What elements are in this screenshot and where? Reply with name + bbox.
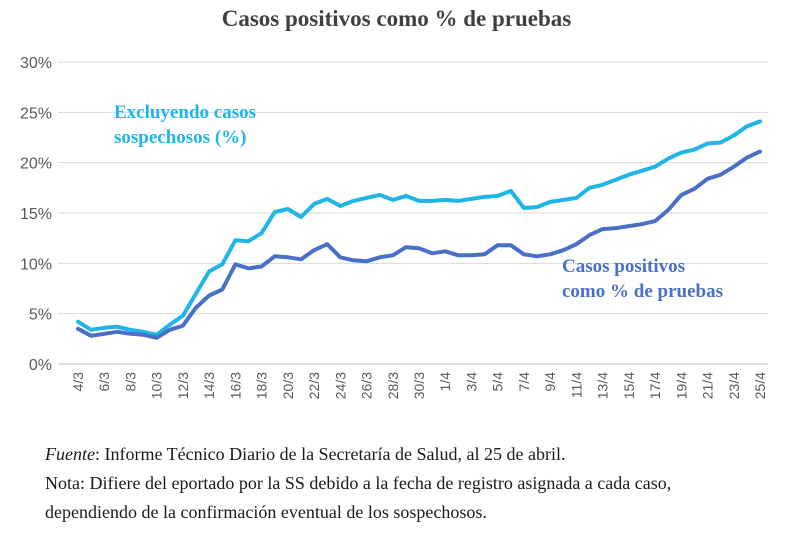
x-tick-label: 4/3 [70,372,86,392]
x-tick-label: 30/3 [411,372,427,399]
y-tick-label: 25% [20,105,52,122]
note-line-1: Nota: Difiere del eportado por la SS deb… [45,473,672,493]
x-tick-label: 9/4 [542,372,558,392]
note-line-2: dependiendo de la confirmación eventual … [45,502,487,522]
x-tick-label: 14/3 [201,372,217,399]
x-tick-label: 23/4 [726,372,742,399]
x-tick-label: 19/4 [673,372,689,399]
y-tick-label: 0% [29,357,52,374]
x-tick-label: 22/3 [306,372,322,399]
x-tick-label: 13/4 [595,372,611,399]
series-annotations: Excluyendo casos sospechosos (%) Casos pos… [114,102,723,302]
chart-title: Casos positivos como % de pruebas [221,6,572,31]
y-tick-label: 20% [20,156,52,173]
series-label-line: Excluyendo casos [114,102,256,123]
series-label-2: Casos positivos como % de pruebas [562,256,723,302]
series-line-1 [76,119,762,337]
y-tick-label: 10% [20,256,52,273]
x-tick-label: 16/3 [227,372,243,399]
x-tick-label: 12/3 [175,372,191,399]
x-tick-label: 26/3 [359,372,375,399]
x-tick-label: 3/4 [463,372,479,392]
x-tick-label: 11/4 [568,372,584,398]
footnotes: Fuente: Informe Técnico Diario de la Sec… [45,440,790,527]
x-tick-label: 7/4 [516,372,532,392]
x-tick-label: 10/3 [149,372,165,399]
x-tick-label: 20/3 [280,372,296,399]
source-label: Fuente [45,444,95,464]
series-line-2 [76,149,762,340]
source-text: : Informe Técnico Diario de la Secretarí… [94,444,566,464]
y-tick-label: 15% [20,206,52,223]
series-label-line: Casos positivos [562,256,685,277]
x-axis-labels: 4/3 6/3 8/3 10/3 12/3 14/3 16/3 18/3 20/3 22/3 24/… [70,372,768,399]
x-tick-label: 24/3 [332,372,348,399]
x-tick-label: 8/3 [122,372,138,392]
x-tick-label: 21/4 [700,372,716,399]
gridlines [58,61,768,365]
series-label-line: sospechosos (%) [114,127,246,148]
x-tick-label: 17/4 [647,372,663,399]
y-tick-label: 30% [20,55,52,72]
x-tick-label: 28/3 [385,372,401,399]
x-tick-label: 18/3 [254,372,270,399]
series-lines [76,119,762,340]
x-tick-label: 15/4 [621,372,637,399]
x-tick-label: 1/4 [437,372,453,392]
x-tick-label: 6/3 [96,372,112,392]
source-note: Fuente: Informe Técnico Diario de la Sec… [45,440,790,469]
series-label-line: como % de pruebas [562,281,723,302]
y-tick-label: 5% [29,307,52,324]
series-label-1: Excluyendo casos sospechosos (%) [114,102,256,148]
x-tick-label: 25/4 [752,372,768,399]
y-axis-labels: 0% 5% 10% 15% 20% 25% 30% [20,55,52,374]
x-tick-label: 5/4 [490,372,506,392]
line-chart: 0% 5% 10% 15% 20% 25% 30% 4/3 6/3 8/3 10/3 12/3 14/… [20,55,768,399]
